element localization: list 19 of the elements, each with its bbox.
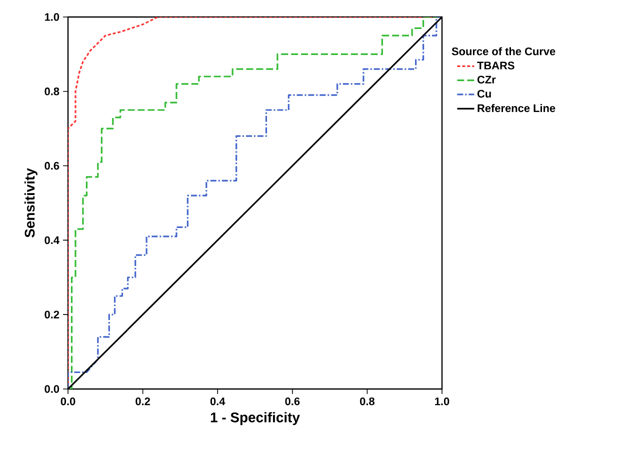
x-tick-label: 0.8 — [360, 398, 374, 406]
legend-label: Cu — [477, 90, 491, 98]
y-tick-label: 0.4 — [44, 236, 60, 244]
legend-label: CZr — [477, 76, 496, 84]
y-tick-label: 0.8 — [44, 88, 60, 96]
y-axis-title: Sensitivity — [24, 168, 38, 238]
x-tick-label: 0.4 — [210, 398, 226, 406]
x-tick-label: 0.6 — [285, 398, 300, 406]
x-tick-label: 0.0 — [60, 398, 76, 406]
x-axis-title: 1 - Specificity — [210, 412, 300, 426]
x-tick-label: 0.2 — [136, 398, 150, 406]
y-tick-label: 1.0 — [44, 13, 60, 21]
x-tick-label: 1.0 — [435, 398, 450, 406]
legend-label: Reference Line — [478, 104, 556, 112]
legend-title: Source of the Curve — [452, 47, 556, 56]
y-tick-label: 0.0 — [44, 385, 60, 393]
y-tick-label: 0.2 — [44, 310, 60, 318]
y-tick-label: 0.6 — [44, 162, 60, 170]
legend-label: TBARS — [477, 62, 514, 70]
